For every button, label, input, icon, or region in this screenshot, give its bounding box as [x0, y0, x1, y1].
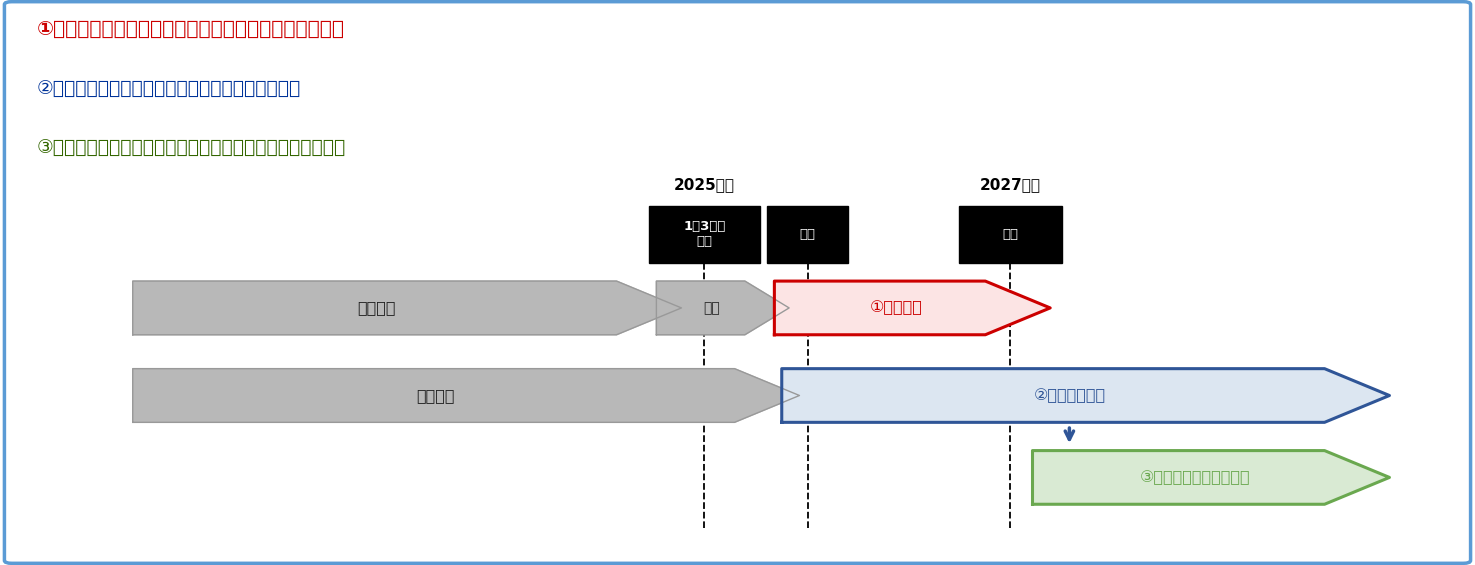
Bar: [959, 206, 1062, 263]
Bar: [649, 206, 760, 263]
Polygon shape: [133, 281, 681, 334]
Polygon shape: [782, 369, 1389, 423]
Polygon shape: [1032, 451, 1389, 504]
Text: 掘削: 掘削: [704, 301, 720, 315]
Text: 公開: 公開: [1003, 228, 1018, 241]
Polygon shape: [656, 281, 789, 334]
Text: ①　杜や筑石、土を保存するための「基本対策」を実施: ① 杜や筑石、土を保存するための「基本対策」を実施: [37, 20, 345, 39]
Text: 事前調査: 事前調査: [416, 388, 454, 403]
Bar: [767, 206, 848, 263]
Text: ③必要に応じて追加対策: ③必要に応じて追加対策: [1140, 470, 1251, 485]
Text: 詳細設計: 詳細設計: [357, 301, 395, 315]
Text: ①基本対策: ①基本対策: [870, 301, 922, 315]
Polygon shape: [774, 281, 1050, 334]
Text: ③　モニタリング結果から必要に応じて「追加対策」を実施: ③ モニタリング結果から必要に応じて「追加対策」を実施: [37, 138, 347, 158]
Text: 2025年度: 2025年度: [674, 177, 735, 192]
Text: 1～3街区
開業: 1～3街区 開業: [683, 220, 726, 249]
Text: 露出: 露出: [799, 228, 816, 241]
Text: ②モニタリング: ②モニタリング: [1034, 388, 1105, 403]
Text: 2027年度: 2027年度: [979, 177, 1041, 192]
Polygon shape: [133, 369, 799, 423]
Text: ②　整備及び公開しながら「モニタリング」を実施: ② 整備及び公開しながら「モニタリング」を実施: [37, 79, 301, 98]
